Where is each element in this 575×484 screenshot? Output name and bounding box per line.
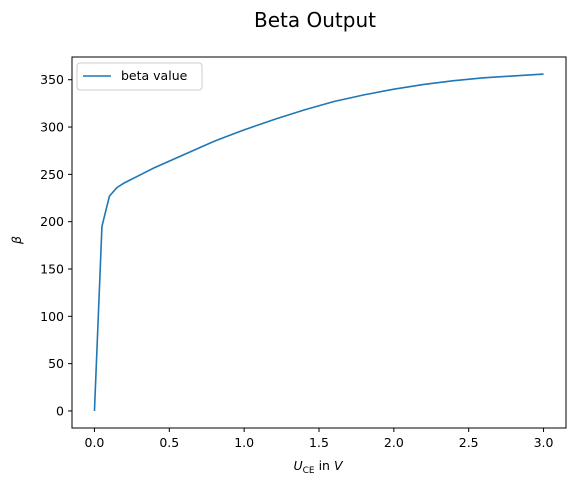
y-axis-label: β	[9, 236, 24, 245]
y-tick-label: 250	[40, 167, 64, 182]
x-tick-label: 3.0	[534, 435, 554, 450]
y-tick-label: 150	[40, 262, 64, 277]
x-axis-label-unit: V	[334, 458, 344, 473]
x-tick-label: 0.5	[159, 435, 179, 450]
legend: beta value	[76, 62, 203, 91]
plot-frame	[71, 56, 567, 429]
x-axis-label-subscript: CE	[303, 466, 315, 476]
y-tick-label: 350	[40, 72, 64, 87]
y-axis: 0 50 100 150 200 250 300 350	[40, 72, 72, 418]
x-axis-label-suffix: in	[315, 458, 334, 473]
x-tick-label: 1.0	[234, 435, 254, 450]
x-axis-label: UCE in V	[293, 458, 343, 476]
x-tick-label: 2.5	[459, 435, 479, 450]
legend-frame	[76, 62, 203, 91]
y-tick-label: 200	[40, 214, 64, 229]
chart-title: Beta Output	[254, 8, 376, 32]
x-tick-label: 0.0	[85, 435, 105, 450]
x-axis: 0.0 0.5 1.0 1.5 2.0 2.5 3.0	[85, 428, 554, 450]
plot-area	[71, 56, 567, 429]
y-tick-label: 100	[40, 309, 64, 324]
x-tick-label: 1.5	[309, 435, 329, 450]
y-tick-label: 0	[56, 403, 64, 418]
x-tick-label: 2.0	[384, 435, 404, 450]
y-tick-label: 50	[48, 356, 64, 371]
series-line-beta-value	[93, 73, 544, 411]
legend-label: beta value	[121, 68, 188, 83]
y-tick-label: 300	[40, 120, 64, 135]
x-axis-label-symbol: U	[293, 458, 302, 473]
